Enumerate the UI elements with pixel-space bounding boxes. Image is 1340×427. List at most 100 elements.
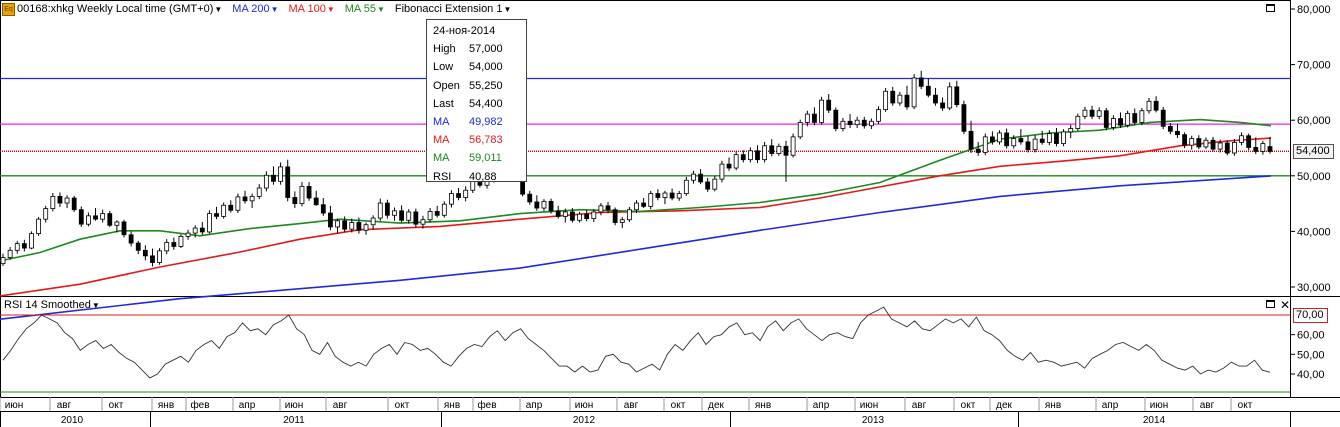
info-label: MA [433, 116, 450, 129]
candle-body [1139, 110, 1145, 123]
month-label: янв [444, 400, 460, 411]
candle-body [1175, 130, 1180, 136]
dropdown-icon[interactable]: ▼ [376, 5, 385, 14]
candle-body [370, 217, 376, 226]
candle-body [933, 94, 938, 104]
candle-body [335, 220, 340, 228]
close-icon[interactable]: ✕ [1280, 298, 1291, 312]
dropdown-icon[interactable]: ▼ [326, 5, 335, 14]
ma55-legend[interactable]: MA 55▼ [344, 3, 385, 15]
candle-body [975, 148, 981, 153]
candle-body [876, 109, 881, 122]
candle-body [107, 213, 113, 226]
candle-body [1004, 132, 1010, 147]
year-label: 2013 [862, 415, 885, 426]
candle-body [78, 209, 84, 225]
candle-body [43, 208, 49, 220]
candle-body [1132, 113, 1138, 123]
dropdown-icon[interactable]: ▼ [214, 5, 223, 14]
info-value: 56,783 [469, 134, 503, 147]
candle-body [299, 185, 305, 204]
candle-body [36, 218, 41, 235]
candle-body [619, 219, 625, 223]
fib-legend[interactable]: Fibonacci Extension 1▼ [394, 3, 512, 15]
dropdown-icon[interactable]: ▼ [270, 5, 279, 14]
candle-body [755, 150, 760, 161]
candle-body [634, 202, 639, 211]
month-label: окт [109, 400, 124, 411]
candle-body [1196, 138, 1202, 148]
candle-body [712, 178, 718, 190]
month-label: фев [190, 399, 209, 411]
month-label: авг [57, 400, 72, 411]
candle-body [21, 243, 27, 249]
candle-body [463, 189, 469, 198]
rsi-legend[interactable]: RSI 14 Smoothed▼ [4, 299, 100, 311]
candle-body [790, 136, 796, 156]
candle-body [377, 202, 383, 219]
candle-body [342, 220, 348, 230]
candle-body [641, 202, 647, 207]
candle-body [328, 212, 333, 228]
last-price-tag: 54,400 [1293, 144, 1334, 159]
candle-body [392, 210, 397, 216]
year-label: 2010 [61, 415, 84, 426]
candle-body [1160, 109, 1166, 127]
month-label: июн [5, 400, 24, 411]
info-row: Open 55,250 [433, 77, 520, 95]
candle-body [726, 163, 732, 169]
candle-body [1167, 125, 1173, 132]
candle-body [691, 173, 696, 181]
rsi-level-tag: 70,00 [1293, 308, 1328, 323]
info-value: 55,250 [469, 79, 503, 92]
rsi-axis-label: 40,00 [1297, 369, 1325, 381]
dropdown-icon[interactable]: ▼ [91, 301, 100, 310]
candle-body [890, 90, 896, 104]
candle-body [598, 205, 604, 213]
candle-body [285, 166, 291, 198]
candle-body [192, 227, 198, 234]
year-label: 2012 [573, 415, 596, 426]
candle-body [57, 195, 63, 204]
info-row: MA 56,783 [433, 131, 520, 149]
candle-body [648, 193, 654, 207]
price-axis-label: 60,000 [1297, 115, 1331, 127]
candle-body [676, 193, 682, 199]
candle-body [278, 166, 284, 182]
candle-body [833, 109, 839, 129]
candle-body [349, 222, 355, 230]
dropdown-icon[interactable]: ▼ [503, 5, 512, 14]
candle-body [997, 132, 1002, 143]
info-row: Low 54,000 [433, 58, 520, 76]
candle-body [306, 185, 312, 199]
candle-body [698, 173, 703, 183]
candle-body [527, 193, 533, 203]
candle-body [413, 211, 419, 225]
month-label: апр [1102, 400, 1119, 411]
candle-body [1111, 118, 1116, 128]
ma200-legend[interactable]: MA 200▼ [232, 3, 279, 15]
maximize-icon[interactable] [1266, 300, 1275, 308]
candle-body [1153, 100, 1159, 111]
candle-body [0, 257, 6, 265]
candle-body [982, 136, 988, 153]
symbol-label[interactable]: 00168:xhkg Weekly Local time (GMT+0)▼ [17, 3, 223, 15]
candle-body [584, 213, 590, 220]
info-value: 59,011 [469, 152, 502, 165]
plot-frame [0, 0, 1291, 398]
month-label: окт [671, 400, 686, 411]
month-label: дек [708, 400, 724, 411]
candle-body [1054, 133, 1059, 144]
ma100-legend[interactable]: MA 100▼ [288, 3, 335, 15]
data-window: 24-ноя-2014 High 57,000 Low 54,000 Open 55,25… [426, 19, 527, 183]
candle-body [548, 200, 554, 212]
candle-body [797, 122, 803, 138]
month-label: дек [996, 400, 1012, 411]
month-label: окт [1238, 400, 1253, 411]
candle-body [242, 196, 248, 202]
rsi-axis-label: 60,00 [1297, 330, 1325, 342]
candle-body [249, 195, 255, 202]
candle-body [968, 130, 974, 150]
maximize-icon[interactable] [1266, 4, 1275, 12]
candle-body [1018, 138, 1024, 143]
